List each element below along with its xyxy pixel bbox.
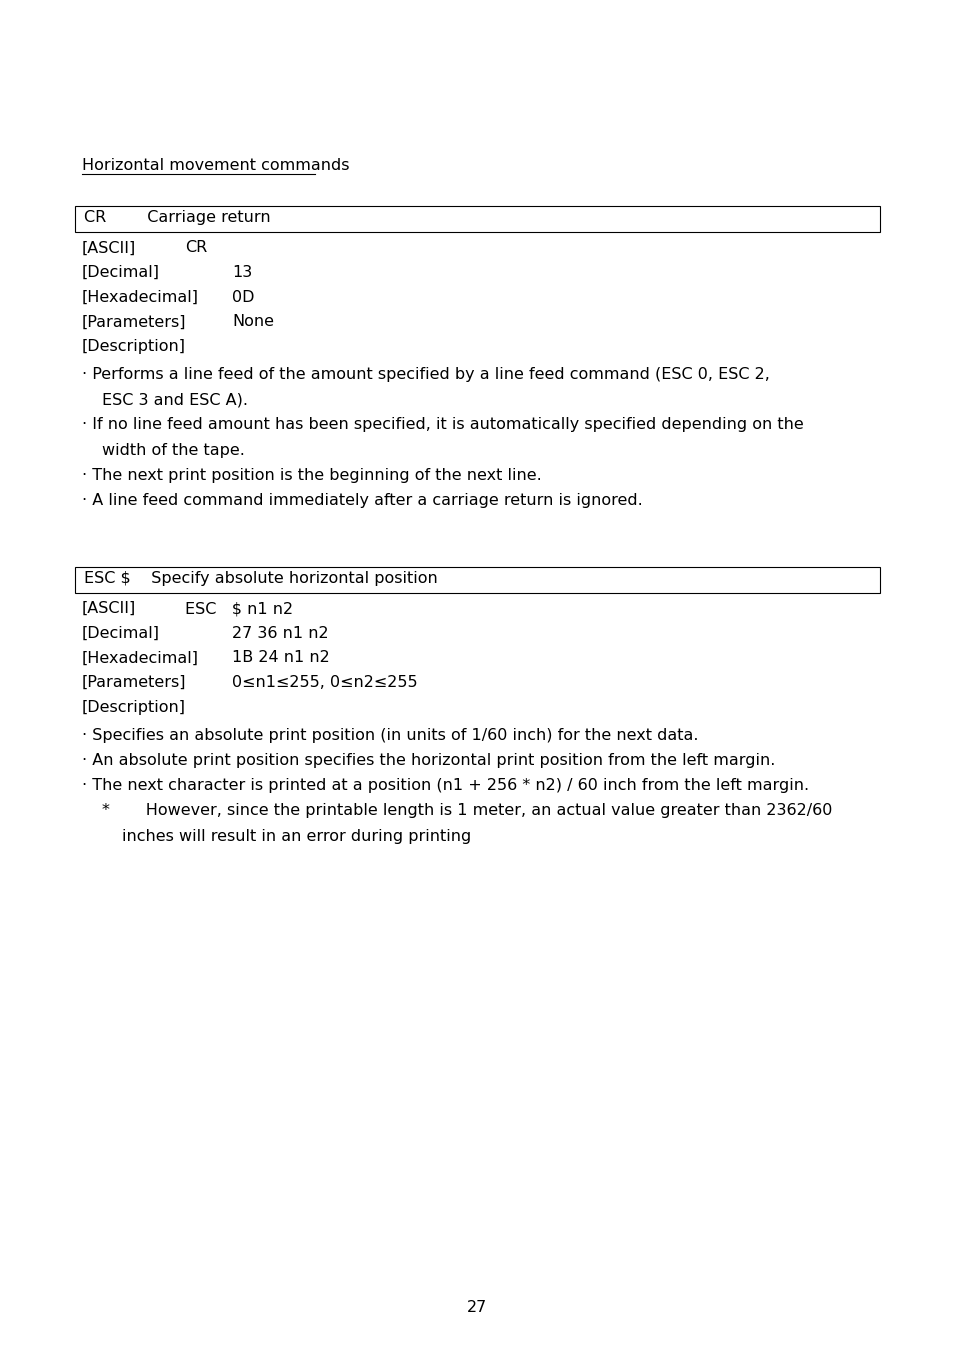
- Text: 13: 13: [232, 265, 252, 279]
- Text: · An absolute print position specifies the horizontal print position from the le: · An absolute print position specifies t…: [82, 753, 775, 768]
- Text: 0D: 0D: [232, 290, 254, 305]
- Text: · Specifies an absolute print position (in units of 1/60 inch) for the next data: · Specifies an absolute print position (…: [82, 728, 698, 743]
- Text: *       However, since the printable length is 1 meter, an actual value greater : * However, since the printable length is…: [102, 803, 832, 818]
- Text: Horizontal movement commands: Horizontal movement commands: [82, 158, 349, 173]
- Text: 27: 27: [466, 1300, 487, 1315]
- Text: ESC $    Specify absolute horizontal position: ESC $ Specify absolute horizontal positi…: [84, 571, 437, 586]
- Text: ESC 3 and ESC A).: ESC 3 and ESC A).: [102, 393, 248, 408]
- Text: [ASCII]: [ASCII]: [82, 601, 136, 616]
- Text: [Hexadecimal]: [Hexadecimal]: [82, 651, 199, 666]
- Text: · The next character is printed at a position (n1 + 256 * n2) / 60 inch from the: · The next character is printed at a pos…: [82, 778, 808, 794]
- Text: 0≤n1≤255, 0≤n2≤255: 0≤n1≤255, 0≤n2≤255: [232, 675, 417, 690]
- Text: · A line feed command immediately after a carriage return is ignored.: · A line feed command immediately after …: [82, 493, 642, 509]
- Text: inches will result in an error during printing: inches will result in an error during pr…: [122, 829, 471, 844]
- Text: width of the tape.: width of the tape.: [102, 443, 245, 458]
- Text: [Description]: [Description]: [82, 339, 186, 354]
- Text: [ASCII]: [ASCII]: [82, 240, 136, 255]
- Text: [Decimal]: [Decimal]: [82, 626, 160, 641]
- Text: None: None: [232, 315, 274, 329]
- Bar: [75, 567, 879, 593]
- Text: CR        Carriage return: CR Carriage return: [84, 211, 271, 225]
- Text: [Decimal]: [Decimal]: [82, 265, 160, 279]
- Text: [Hexadecimal]: [Hexadecimal]: [82, 290, 199, 305]
- Text: · If no line feed amount has been specified, it is automatically specified depen: · If no line feed amount has been specif…: [82, 417, 803, 432]
- Text: ESC   $ n1 n2: ESC $ n1 n2: [185, 601, 293, 616]
- Text: [Description]: [Description]: [82, 699, 186, 714]
- Text: · Performs a line feed of the amount specified by a line feed command (ESC 0, ES: · Performs a line feed of the amount spe…: [82, 367, 769, 382]
- Text: 27 36 n1 n2: 27 36 n1 n2: [232, 626, 328, 641]
- Text: [Parameters]: [Parameters]: [82, 675, 186, 690]
- Text: 1B 24 n1 n2: 1B 24 n1 n2: [232, 651, 330, 666]
- Text: [Parameters]: [Parameters]: [82, 315, 186, 329]
- Text: · The next print position is the beginning of the next line.: · The next print position is the beginni…: [82, 468, 541, 483]
- Text: CR: CR: [185, 240, 207, 255]
- Bar: [75, 207, 879, 232]
